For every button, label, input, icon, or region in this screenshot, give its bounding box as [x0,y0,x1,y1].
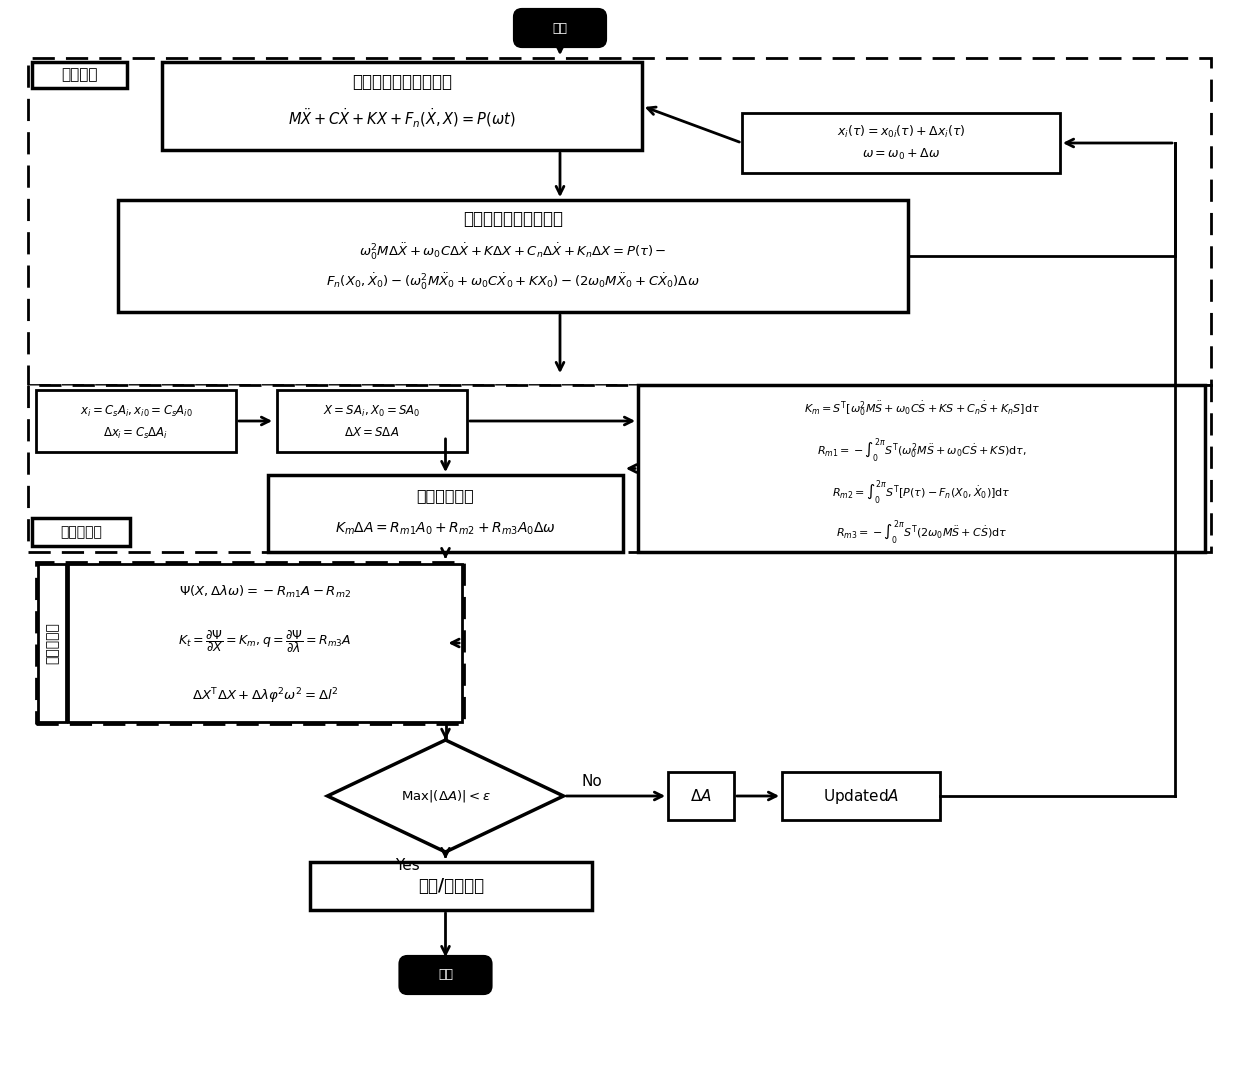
FancyBboxPatch shape [38,564,66,722]
Text: $x_i=C_sA_i,x_{i0}=C_sA_{i0}$: $x_i=C_sA_i,x_{i0}=C_sA_{i0}$ [79,404,192,418]
Text: 开始: 开始 [553,22,568,35]
Text: $K_m=S^\mathrm{T}[\omega_0^2M\ddot{S}+\omega_0C\dot{S}+KS+C_n\dot{S}+K_nS]\mathr: $K_m=S^\mathrm{T}[\omega_0^2M\ddot{S}+\o… [804,400,1039,418]
FancyBboxPatch shape [268,475,622,552]
Text: 弧长延拓法: 弧长延拓法 [45,622,60,664]
Text: $\Psi(X,\Delta\lambda\omega)=-R_{m1}A-R_{m2}$: $\Psi(X,\Delta\lambda\omega)=-R_{m1}A-R_… [179,584,351,601]
Text: $X=SA_i,X_0=SA_0$: $X=SA_i,X_0=SA_0$ [324,404,420,418]
FancyBboxPatch shape [36,390,236,452]
FancyBboxPatch shape [310,862,591,910]
Text: $\Delta X^\mathrm{T}\Delta X+\Delta\lambda\varphi^2\omega^2=\Delta l^2$: $\Delta X^\mathrm{T}\Delta X+\Delta\lamb… [192,686,339,706]
Text: $K_t=\dfrac{\partial\Psi}{\partial X}=K_m,q=\dfrac{\partial\Psi}{\partial\lambda: $K_t=\dfrac{\partial\Psi}{\partial X}=K_… [179,629,352,656]
FancyBboxPatch shape [118,200,908,312]
FancyBboxPatch shape [36,561,464,724]
FancyBboxPatch shape [32,62,126,88]
FancyBboxPatch shape [68,564,463,722]
Text: $R_{m3}=-\int_0^{2\pi}S^\mathrm{T}(2\omega_0M\ddot{S}+C\dot{S})\mathrm{d}\tau$: $R_{m3}=-\int_0^{2\pi}S^\mathrm{T}(2\ome… [836,519,1007,547]
Text: 非线性系统动力学方程: 非线性系统动力学方程 [352,73,453,91]
Text: 伽辽金过程: 伽辽金过程 [60,525,102,539]
FancyBboxPatch shape [515,10,605,47]
Text: $F_n(X_0,\dot{X}_0)-(\omega_0^2M\ddot{X}_0+\omega_0C\dot{X}_0+KX_0)-(2\omega_0M\: $F_n(X_0,\dot{X}_0)-(\omega_0^2M\ddot{X}… [326,272,699,292]
FancyBboxPatch shape [639,386,1205,552]
Text: $\mathrm{Updated}A$: $\mathrm{Updated}A$ [823,786,899,806]
FancyBboxPatch shape [668,772,734,820]
Text: $\omega=\omega_0+\Delta\omega$: $\omega=\omega_0+\Delta\omega$ [862,147,940,162]
Text: $\mathrm{Max}|(\Delta A)|<\varepsilon$: $\mathrm{Max}|(\Delta A)|<\varepsilon$ [401,788,490,804]
FancyBboxPatch shape [29,58,1211,386]
Text: $\Delta X=S\Delta A$: $\Delta X=S\Delta A$ [345,427,399,440]
Text: 非线性系统的增量方程: 非线性系统的增量方程 [463,210,563,228]
FancyBboxPatch shape [277,390,467,452]
Text: $M\ddot{X}+C\dot{X}+KX+F_n(\dot{X},X)=P(\omega t)$: $M\ddot{X}+C\dot{X}+KX+F_n(\dot{X},X)=P(… [288,106,516,129]
Text: $\Delta x_i=C_s\Delta A_i$: $\Delta x_i=C_s\Delta A_i$ [103,426,169,441]
FancyBboxPatch shape [32,518,130,546]
Text: 稳态/非稳态解: 稳态/非稳态解 [418,877,484,895]
Text: $R_{m1}=-\int_0^{2\pi}S^\mathrm{T}(\omega_0^2M\ddot{S}+\omega_0C\dot{S}+KS)\math: $R_{m1}=-\int_0^{2\pi}S^\mathrm{T}(\omeg… [817,437,1027,465]
Text: No: No [582,773,601,788]
Text: 结束: 结束 [438,969,453,982]
Text: $K_m\Delta A=R_{m1}A_0+R_{m2}+R_{m3}A_0\Delta\omega$: $K_m\Delta A=R_{m1}A_0+R_{m2}+R_{m3}A_0\… [335,521,556,538]
FancyBboxPatch shape [162,62,642,150]
FancyBboxPatch shape [29,386,1211,552]
FancyBboxPatch shape [399,957,491,994]
Text: $R_{m2}=\int_0^{2\pi}S^\mathrm{T}[P(\tau)-F_n(X_0,\dot{X}_0)]\mathrm{d}\tau$: $R_{m2}=\int_0^{2\pi}S^\mathrm{T}[P(\tau… [832,479,1011,507]
Text: $x_i(\tau)=x_{0i}(\tau)+\Delta x_i(\tau)$: $x_i(\tau)=x_{0i}(\tau)+\Delta x_i(\tau)… [837,124,965,140]
Text: 增量过程: 增量过程 [61,67,97,83]
Text: $\Delta A$: $\Delta A$ [691,788,712,804]
Text: $\omega_0^2M\Delta\ddot{X}+\omega_0C\Delta\dot{X}+K\Delta X+C_n\Delta\dot{X}+K_n: $\omega_0^2M\Delta\ddot{X}+\omega_0C\Del… [360,242,667,262]
FancyBboxPatch shape [742,113,1060,173]
Text: 增量迭代方程: 增量迭代方程 [417,489,475,504]
FancyBboxPatch shape [782,772,940,820]
Polygon shape [327,740,563,853]
Text: Yes: Yes [396,859,420,873]
